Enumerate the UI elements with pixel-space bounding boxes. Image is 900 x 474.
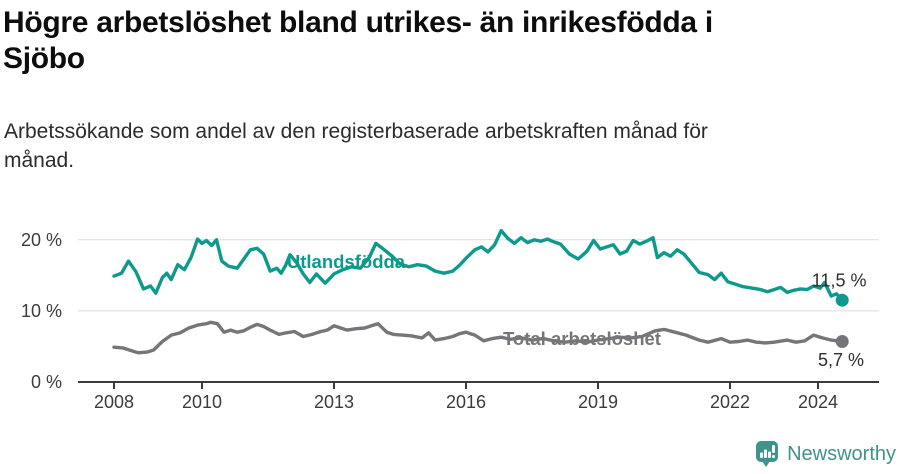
series-label-utlandsfodda: Utlandsfödda [287,251,406,272]
x-tick-label: 2016 [446,392,486,412]
end-value-label-utlandsfodda: 11,5 % [812,271,867,291]
y-tick-label: 20 % [21,230,62,250]
series-line-total [112,320,844,355]
x-tick-label: 2019 [578,392,618,412]
newsworthy-logo-icon [756,441,779,467]
x-tick-label: 2024 [798,392,838,412]
end-value-label-total: 5,7 % [818,350,864,370]
page-subtitle: Arbetssökande som andel av den registerb… [4,120,708,172]
y-tick-label: 0 % [31,372,62,392]
series-line-utlandsfodda [112,228,844,302]
x-tick-label: 2013 [314,392,354,412]
x-tick-label: 2008 [94,392,134,412]
series-end-dot-utlandsfodda [835,293,849,307]
page-title: Högre arbetslöshet bland utrikes- än inr… [3,6,713,75]
newsworthy-brand-text: Newsworthy [787,442,896,465]
series-label-total: Total arbetslöshet [503,328,661,349]
y-tick-label: 10 % [21,301,62,321]
x-tick-label: 2010 [182,392,222,412]
newsworthy-attribution: Newsworthy [755,440,896,468]
x-tick-label: 2022 [710,392,750,412]
series-end-dot-total [835,335,849,348]
